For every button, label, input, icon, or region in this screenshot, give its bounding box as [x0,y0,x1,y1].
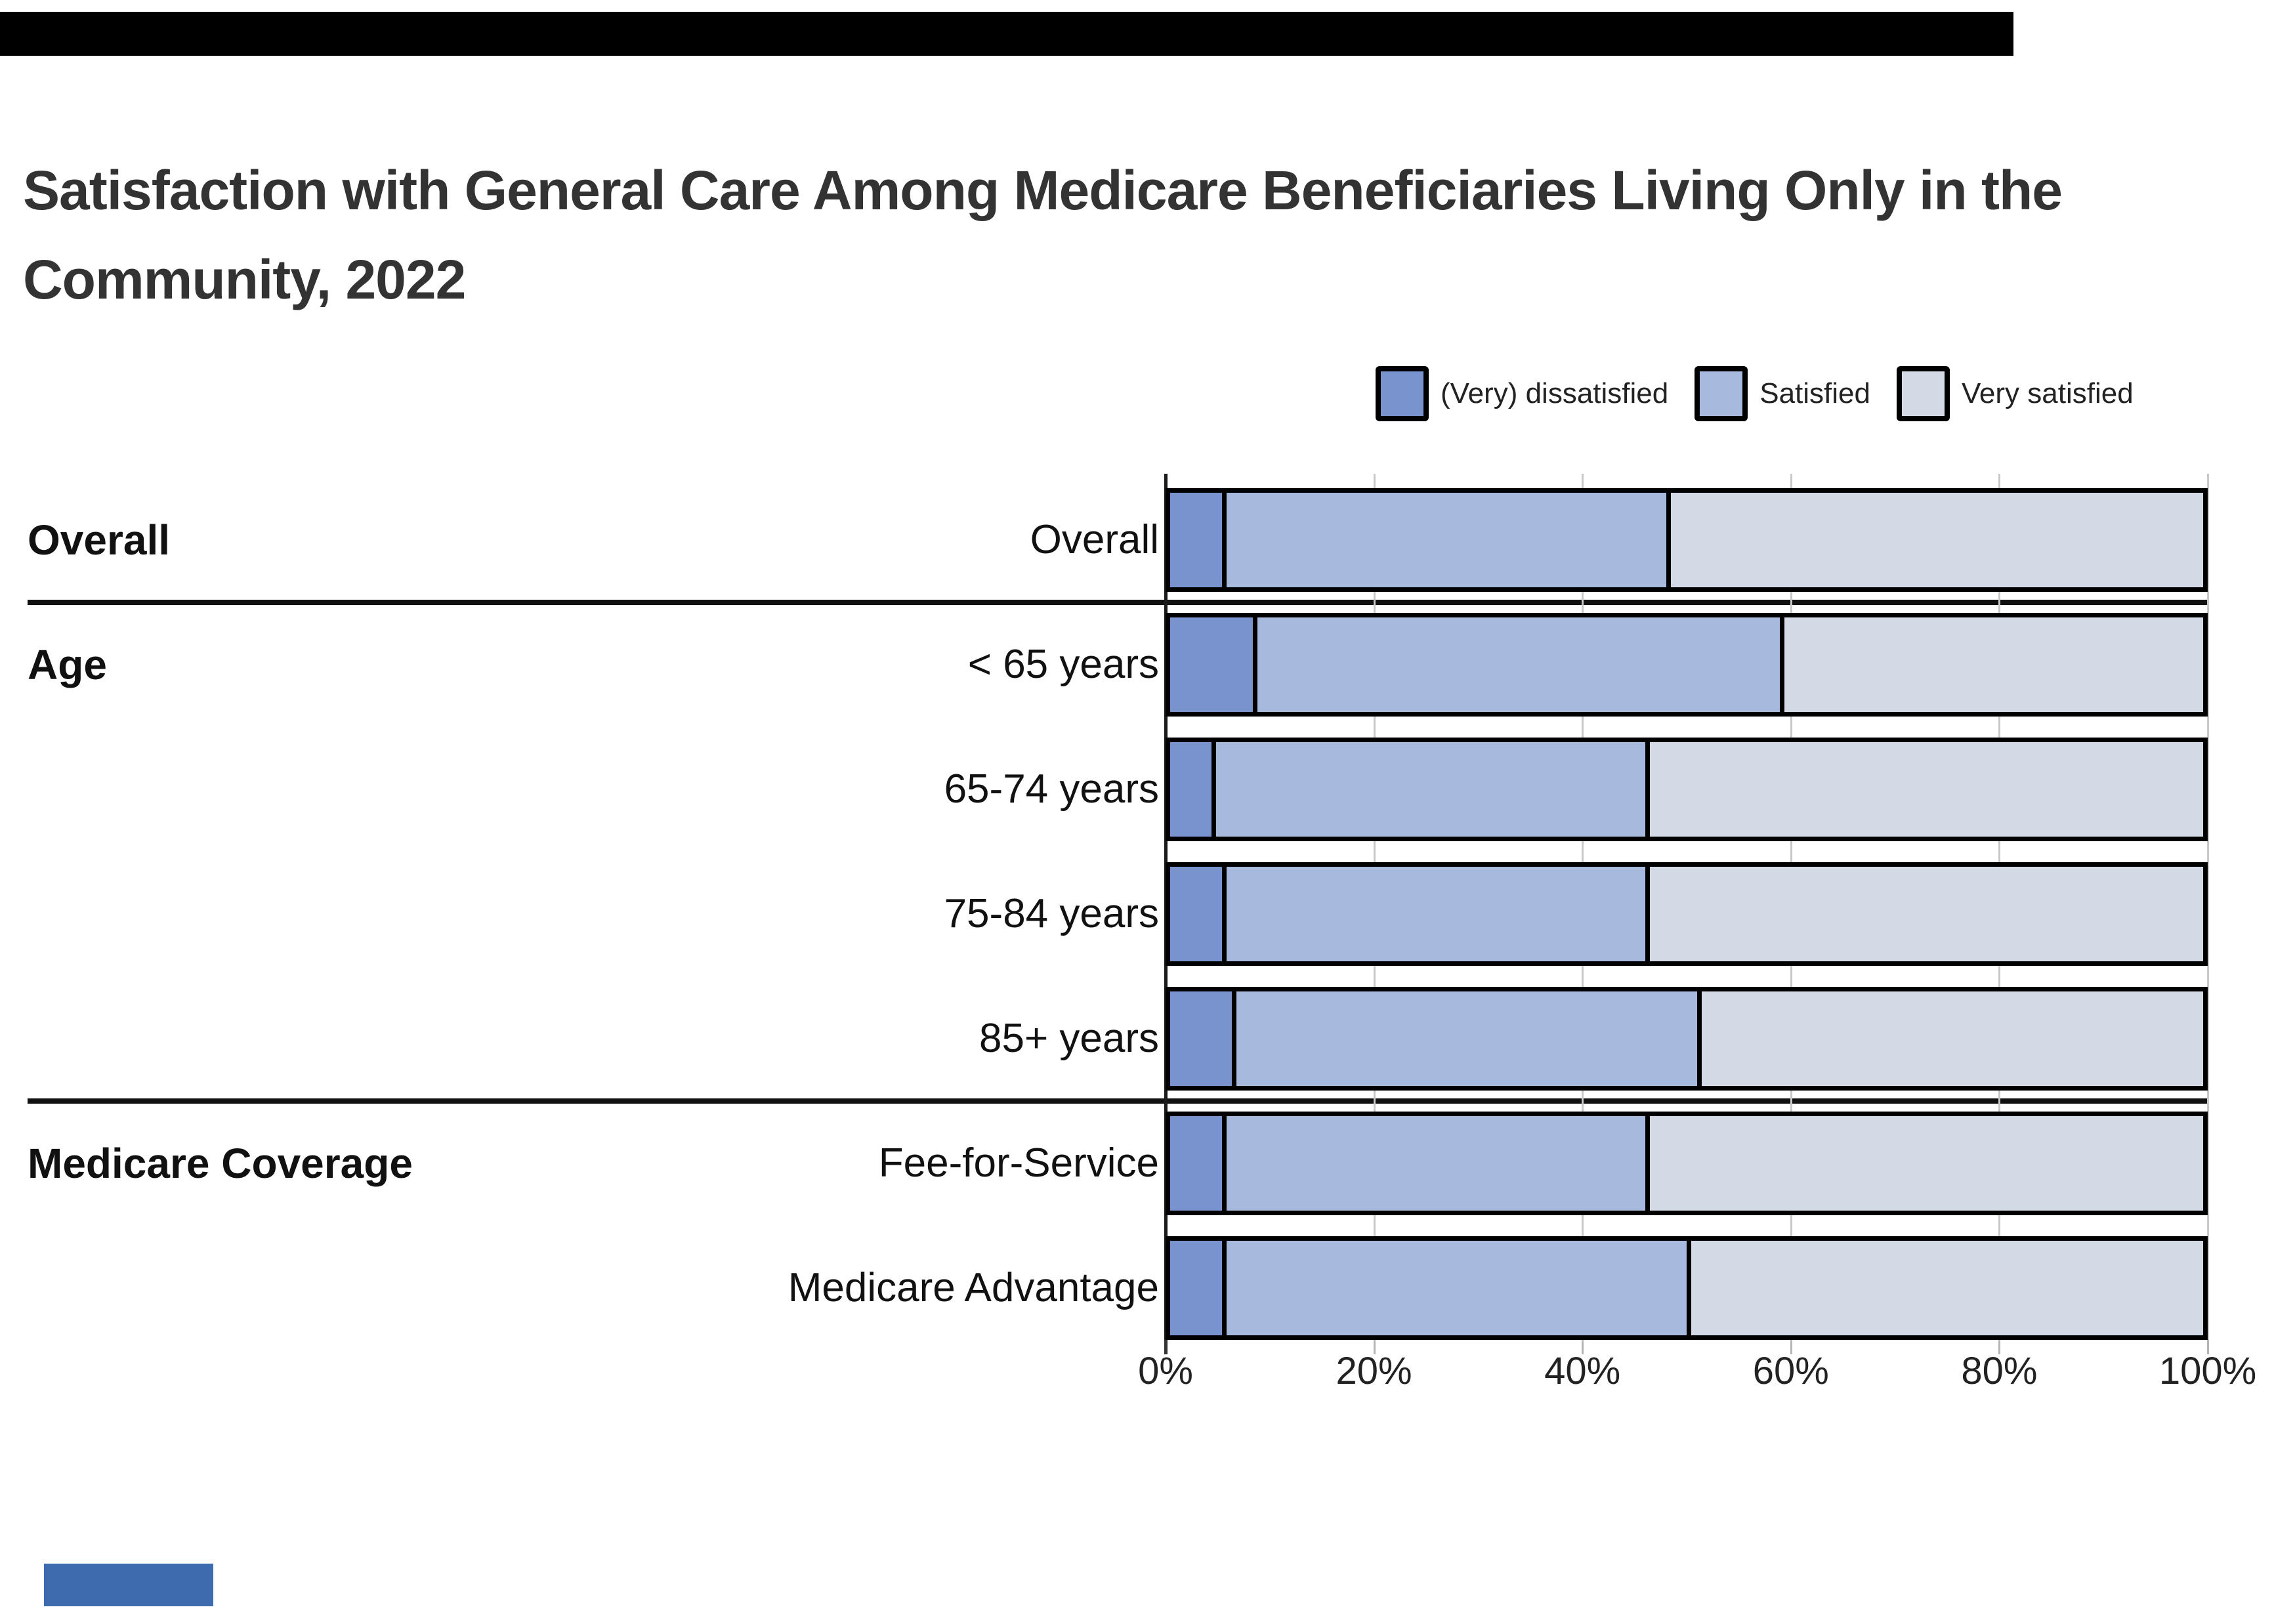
logo-bar [44,1564,213,1606]
bar-segment-dissatisfied [1170,867,1222,961]
row-label: Fee-for-Service [878,1140,1159,1186]
row-label: 65-74 years [944,766,1159,812]
bar-segment-dissatisfied [1170,493,1222,587]
bar-segment-dissatisfied [1170,1116,1222,1211]
bar-segment-satisfied [1221,867,1646,961]
plot-area [1164,474,2209,1354]
row-label: Medicare Advantage [788,1265,1159,1310]
axis-tick [2207,1340,2209,1354]
bar-segment-satisfied [1221,1241,1687,1335]
bar-segment-dissatisfied [1170,617,1253,712]
legend-label: (Very) dissatisfied [1441,377,1669,409]
x-axis-tick-label: 100% [2158,1350,2257,1392]
axis-tick [1373,1340,1376,1354]
bar-segment-satisfied [1252,617,1780,712]
bar-row [1166,987,2208,1091]
bar-row [1166,488,2208,592]
bar-row [1166,738,2208,841]
legend: (Very) dissatisfied Satisfied Very satisfi… [1376,366,2160,421]
bar-segment-dissatisfied [1170,1241,1222,1335]
bar-row [1166,1236,2208,1340]
gridline [2207,474,2209,1340]
bar-row [1166,1112,2208,1215]
legend-swatch-icon [1376,366,1429,421]
legend-swatch-icon [1897,366,1950,421]
legend-item: Satisfied [1695,366,1870,421]
bar-segment-satisfied [1232,991,1697,1086]
row-label: < 65 years [967,642,1159,687]
bar-segment-satisfied [1221,493,1666,587]
axis-tick [1582,1340,1584,1354]
x-axis-tick-label: 20% [1336,1350,1412,1392]
legend-swatch-icon [1695,366,1748,421]
x-axis-tick-label: 0% [1138,1350,1193,1392]
legend-item: (Very) dissatisfied [1376,366,1668,421]
x-axis-tick-label: 60% [1752,1350,1829,1392]
group-separator-rule [28,1098,2208,1104]
row-label: Overall [1030,517,1159,562]
group-label: Medicare Coverage [28,1140,413,1187]
legend-label: Very satisfied [1962,377,2134,409]
group-label: Age [28,641,107,688]
bar-row [1166,862,2208,966]
bar-segment-very-satisfied [1666,493,2203,587]
bar-segment-dissatisfied [1170,991,1232,1086]
bar-segment-satisfied [1211,742,1646,837]
axis-tick [1790,1340,1792,1354]
bar-segment-very-satisfied [1779,617,2203,712]
bar-segment-very-satisfied [1696,991,2203,1086]
top-rule-bar [0,12,2013,56]
legend-item: Very satisfied [1897,366,2134,421]
bar-segment-very-satisfied [1645,742,2203,837]
bar-segment-very-satisfied [1686,1241,2203,1335]
row-label: 75-84 years [944,891,1159,936]
x-axis-tick-label: 80% [1961,1350,2038,1392]
bar-segment-very-satisfied [1645,1116,2203,1211]
bar-segment-dissatisfied [1170,742,1211,837]
bar-segment-very-satisfied [1645,867,2203,961]
chart-title: Satisfaction with General Care Among Med… [23,159,2063,311]
group-separator-rule [28,600,2208,605]
bar-segment-satisfied [1221,1116,1646,1211]
bar-row [1166,613,2208,717]
x-axis-tick-label: 40% [1544,1350,1621,1392]
legend-label: Satisfied [1759,377,1870,409]
group-label: Overall [28,516,171,564]
row-label: 85+ years [979,1016,1159,1061]
axis-tick [1164,1340,1168,1354]
axis-tick [1998,1340,2001,1354]
